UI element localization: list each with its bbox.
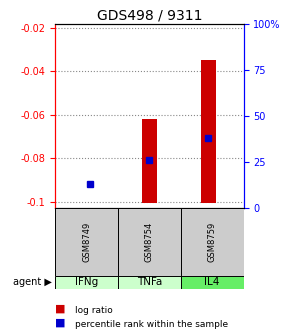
Bar xyxy=(181,208,244,276)
Bar xyxy=(142,119,157,203)
Bar xyxy=(55,208,118,276)
Text: agent ▶: agent ▶ xyxy=(13,277,52,287)
Text: GSM8749: GSM8749 xyxy=(82,222,91,262)
Bar xyxy=(118,276,181,289)
Bar xyxy=(55,276,118,289)
Bar xyxy=(181,276,244,289)
Bar xyxy=(118,208,181,276)
Text: IL4: IL4 xyxy=(204,277,220,287)
Title: GDS498 / 9311: GDS498 / 9311 xyxy=(97,8,202,23)
Text: ■: ■ xyxy=(55,304,66,314)
Text: IFNg: IFNg xyxy=(75,277,98,287)
Text: ■: ■ xyxy=(55,318,66,328)
Bar xyxy=(201,60,216,203)
Text: TNFa: TNFa xyxy=(137,277,162,287)
Text: GSM8759: GSM8759 xyxy=(208,222,217,262)
Text: GSM8754: GSM8754 xyxy=(145,222,154,262)
Text: percentile rank within the sample: percentile rank within the sample xyxy=(75,320,229,329)
Text: log ratio: log ratio xyxy=(75,306,113,315)
